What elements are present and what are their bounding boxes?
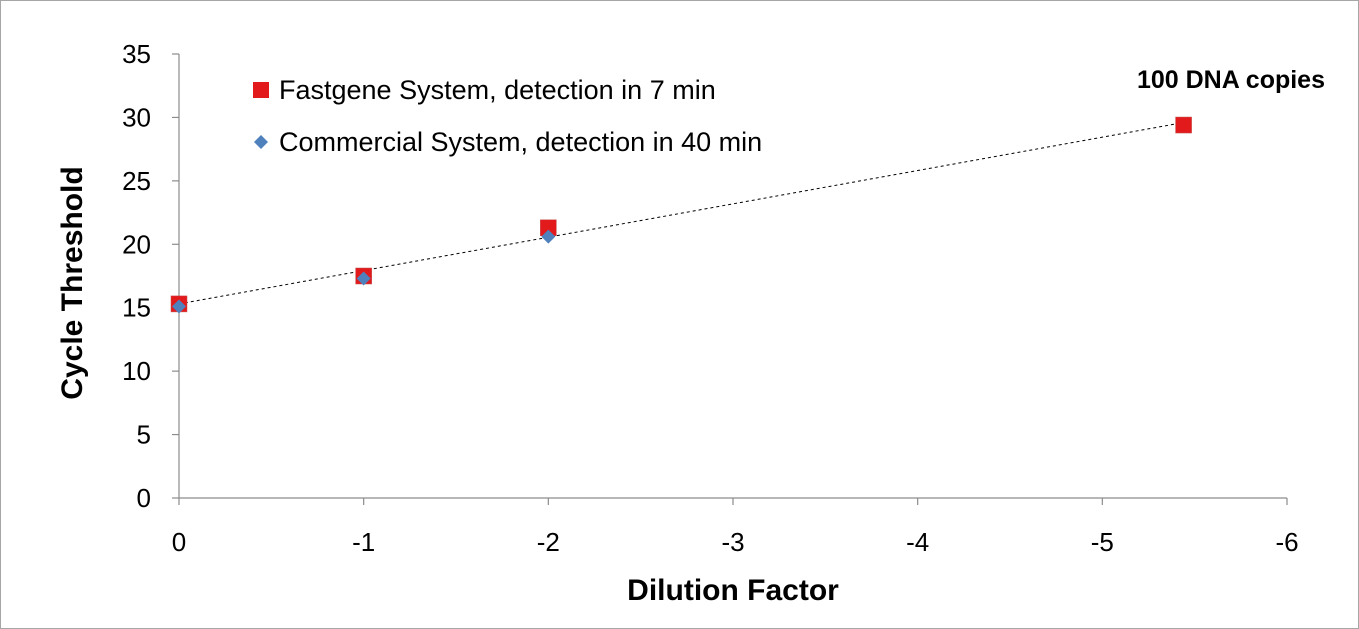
y-tick-label: 25 [122,166,151,196]
trendline [178,122,1184,305]
legend-marker-commercial [254,135,268,149]
x-tick-label: -1 [352,527,375,557]
x-axis-title: Dilution Factor [627,574,839,607]
y-tick-label: 15 [122,293,151,323]
fastgene-point [1175,116,1192,134]
y-tick-label: 10 [122,356,151,386]
x-tick-label: -6 [1275,527,1298,557]
text-layer: 0 5 10 15 20 25 30 35 0 -1 -2 -3 -4 -5 -6 Dilution Fact… [56,39,1325,607]
x-tick-label: -4 [906,527,929,557]
x-tick-label: -5 [1091,527,1114,557]
legend-label: Commercial System, detection in 40 min [279,127,762,157]
annotation-label: 100 DNA copies [1137,66,1325,94]
y-axis-title: Cycle Threshold [56,166,89,399]
y-tick-label: 0 [137,483,151,513]
y-tick-label: 5 [137,420,151,450]
commercial-point [172,299,186,314]
y-tick-label: 35 [122,39,151,69]
legend-marker-fastgene [253,82,269,98]
commercial-point [541,229,556,244]
x-tick-label: -2 [537,527,560,557]
x-tick-label: 0 [172,527,186,557]
trendline-layer [178,122,1184,305]
y-tick-label: 30 [122,102,151,132]
x-tick-label: -3 [721,527,744,557]
axes-layer [172,53,1288,505]
legend-label: Fastgene System, detection in 7 min [279,75,716,105]
marks-layer [170,116,1192,314]
y-tick-label: 20 [122,229,151,259]
commercial-point [356,271,371,286]
